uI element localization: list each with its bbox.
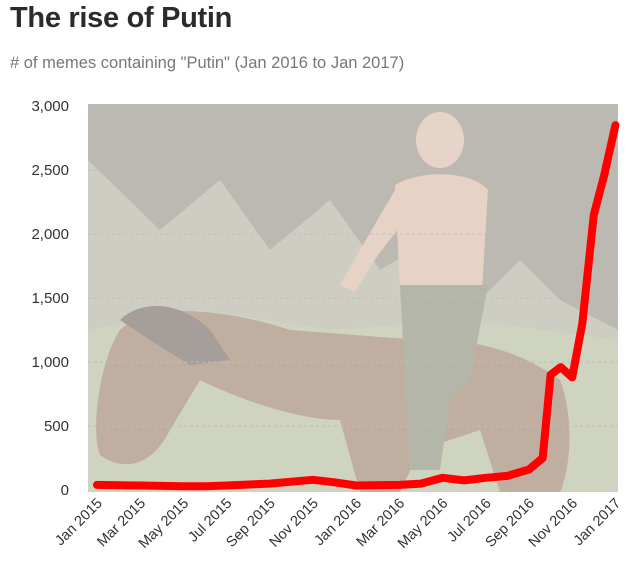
x-tick-label: Jan 2017 [571, 496, 625, 550]
y-tick-label: 2,500 [31, 162, 69, 179]
y-tick-label: 500 [44, 418, 69, 435]
chart-subtitle: # of memes containing "Putin" (Jan 2016 … [10, 54, 405, 72]
y-tick-label: 0 [61, 482, 69, 499]
y-tick-label: 2,000 [31, 226, 69, 243]
y-tick-label: 1,500 [31, 290, 69, 307]
y-tick-label: 1,000 [31, 354, 69, 371]
y-axis-ticks: 0 500 1,000 1,500 2,000 2,500 3,000 [31, 98, 69, 499]
y-tick-label: 3,000 [31, 98, 69, 115]
gridlines [88, 105, 618, 427]
chart-title: The rise of Putin [10, 2, 233, 34]
series-line-putin-memes [93, 121, 620, 491]
